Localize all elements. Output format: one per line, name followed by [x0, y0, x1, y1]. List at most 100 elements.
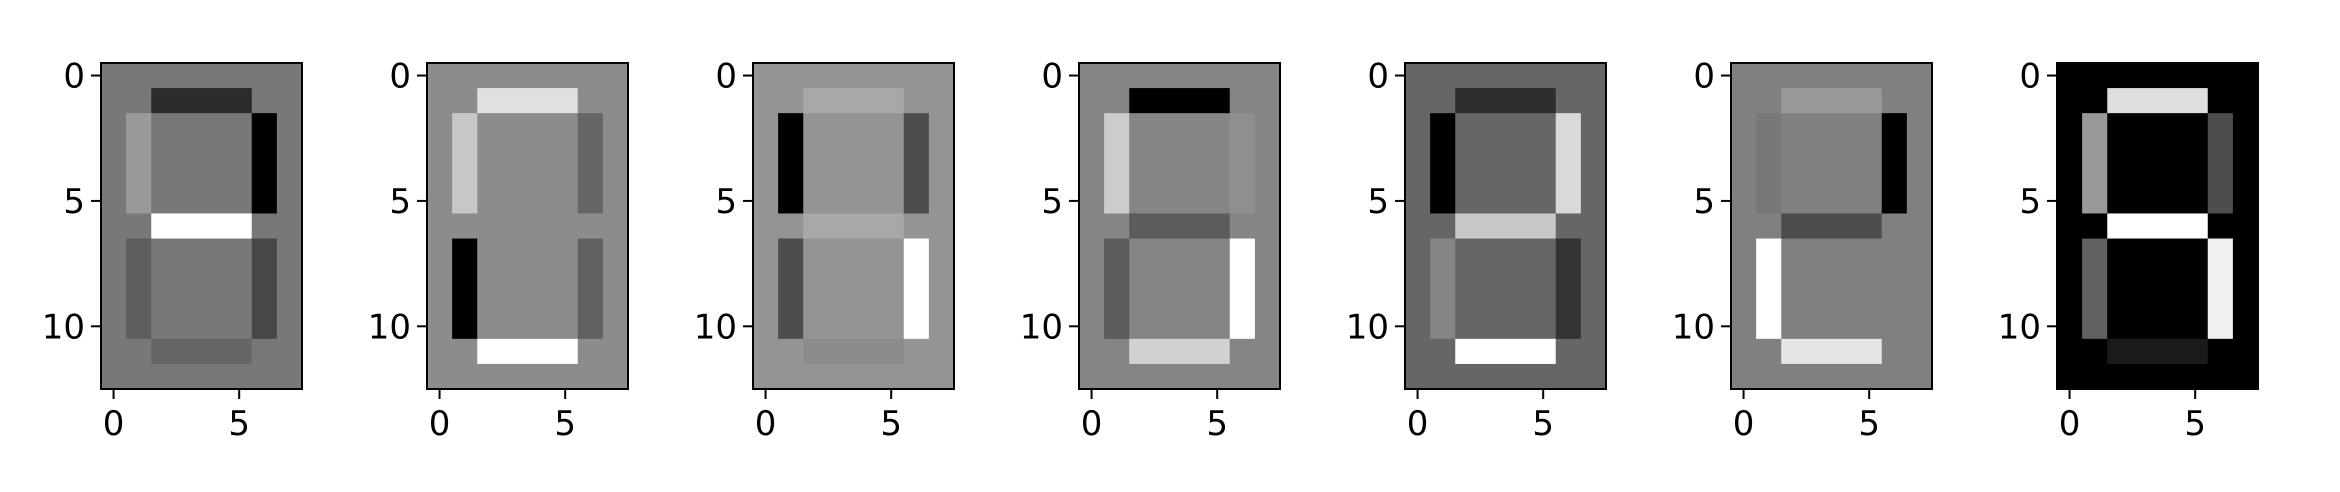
segment-bottom: [2107, 338, 2208, 364]
segment-upper-left: [1430, 113, 1456, 214]
segment-lower-left: [126, 238, 152, 339]
segment-upper-left: [1104, 113, 1130, 214]
x-tick-label: 0: [103, 404, 125, 444]
segment-upper-left: [778, 113, 804, 214]
axes-frame: [426, 62, 629, 390]
segment-bottom: [477, 338, 578, 364]
segment-bottom: [1455, 338, 1556, 364]
segment-upper-left: [452, 113, 478, 214]
segment-top: [803, 88, 904, 114]
y-tick-label: 10: [42, 307, 85, 347]
axes-frame: [1730, 62, 1933, 390]
segment-lower-left: [1104, 238, 1130, 339]
segment-middle: [2107, 213, 2208, 239]
segment-lower-left: [2082, 238, 2108, 339]
segment-middle: [1781, 213, 1882, 239]
x-tick-label: 0: [1081, 404, 1103, 444]
y-tick-label: 0: [63, 57, 85, 97]
segment-upper-right: [1229, 113, 1255, 214]
y-tick-label: 5: [63, 182, 85, 222]
x-tick-label: 0: [755, 404, 777, 444]
x-tick-label: 5: [1858, 404, 1880, 444]
heatmap-panel-1: 0 5 0 5 10: [42, 57, 303, 444]
y-tick-label: 10: [1998, 307, 2041, 347]
segment-bottom: [803, 338, 904, 364]
x-tick-label: 0: [1407, 404, 1429, 444]
heatmap-panel-2: 0 5 0 5 10: [368, 57, 629, 444]
y-tick-label: 5: [389, 182, 411, 222]
x-tick-label: 5: [554, 404, 576, 444]
y-tick-label: 0: [2019, 57, 2041, 97]
segment-bottom: [151, 338, 252, 364]
segment-lower-right: [2207, 238, 2233, 339]
heatmap-panel-5: 0 5 0 5 10: [1346, 57, 1607, 444]
axes-frame: [100, 62, 303, 390]
segment-bottom: [1129, 338, 1230, 364]
y-tick-label: 0: [1367, 57, 1389, 97]
y-tick-label: 5: [2019, 182, 2041, 222]
segment-top: [151, 88, 252, 114]
y-tick-label: 5: [715, 182, 737, 222]
segment-lower-right: [903, 238, 929, 339]
axes-frame: [1078, 62, 1281, 390]
y-tick-label: 5: [1041, 182, 1063, 222]
segment-lower-right: [251, 238, 277, 339]
heatmap-panel-6: 0 5 0 5 10: [1672, 57, 1933, 444]
segment-bottom: [1781, 338, 1882, 364]
segment-middle: [1129, 213, 1230, 239]
heatmap-panel-3: 0 5 0 5 10: [694, 57, 955, 444]
segment-lower-left: [1756, 238, 1782, 339]
segment-lower-left: [1430, 238, 1456, 339]
segment-upper-right: [251, 113, 277, 214]
segment-upper-left: [1756, 113, 1782, 214]
y-tick-label: 0: [1041, 57, 1063, 97]
segment-top: [1455, 88, 1556, 114]
y-tick-label: 0: [715, 57, 737, 97]
segment-upper-left: [2082, 113, 2108, 214]
x-tick-label: 5: [1206, 404, 1228, 444]
x-tick-label: 5: [2184, 404, 2206, 444]
segment-upper-left: [126, 113, 152, 214]
y-tick-label: 0: [1693, 57, 1715, 97]
segment-upper-right: [2207, 113, 2233, 214]
segment-upper-right: [577, 113, 603, 214]
x-tick-label: 0: [2059, 404, 2081, 444]
segment-middle: [477, 213, 578, 239]
y-tick-label: 5: [1367, 182, 1389, 222]
x-tick-label: 0: [1733, 404, 1755, 444]
segment-middle: [1455, 213, 1556, 239]
segment-upper-right: [1555, 113, 1581, 214]
axes-frame: [752, 62, 955, 390]
y-tick-label: 0: [389, 57, 411, 97]
segment-lower-right: [577, 238, 603, 339]
y-tick-label: 10: [368, 307, 411, 347]
y-tick-label: 10: [694, 307, 737, 347]
segment-top: [1781, 88, 1882, 114]
x-tick-label: 5: [880, 404, 902, 444]
segment-lower-right: [1229, 238, 1255, 339]
axes-frame: [2056, 62, 2259, 390]
y-tick-label: 10: [1020, 307, 1063, 347]
segment-middle: [803, 213, 904, 239]
segment-top: [477, 88, 578, 114]
x-tick-label: 5: [228, 404, 250, 444]
y-tick-label: 10: [1346, 307, 1389, 347]
segment-top: [2107, 88, 2208, 114]
segment-lower-right: [1881, 238, 1907, 339]
segment-lower-right: [1555, 238, 1581, 339]
heatmap-panel-7: 0 5 0 5 10: [1998, 57, 2259, 444]
panels: 0 5 0 5 10 0 5 0 5 10 0 5 0 5 10 0 5 0 5 10 0 5 0 5 10 0 5 0 5 10 0 5 0 5…: [42, 57, 2259, 444]
segment-lower-left: [778, 238, 804, 339]
segment-upper-right: [1881, 113, 1907, 214]
y-tick-label: 10: [1672, 307, 1715, 347]
segment-middle: [151, 213, 252, 239]
x-tick-label: 0: [429, 404, 451, 444]
heatmap-panel-4: 0 5 0 5 10: [1020, 57, 1281, 444]
x-tick-label: 5: [1532, 404, 1554, 444]
segment-top: [1129, 88, 1230, 114]
segment-upper-right: [903, 113, 929, 214]
y-tick-label: 5: [1693, 182, 1715, 222]
segment-lower-left: [452, 238, 478, 339]
axes-frame: [1404, 62, 1607, 390]
